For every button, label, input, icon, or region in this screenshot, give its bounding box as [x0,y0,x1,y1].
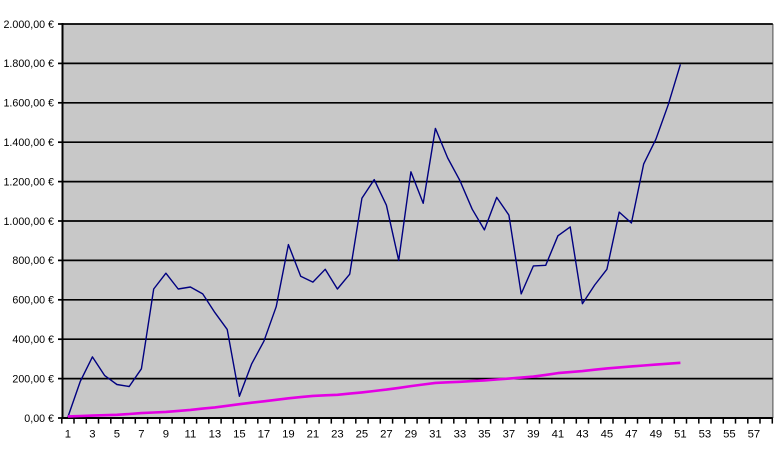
svg-text:51: 51 [674,429,687,441]
svg-text:33: 33 [454,429,467,441]
svg-text:29: 29 [405,429,418,441]
svg-text:57: 57 [748,429,761,441]
svg-text:49: 49 [650,429,663,441]
svg-text:13: 13 [209,429,222,441]
svg-text:1.600,00 €: 1.600,00 € [3,98,54,110]
svg-text:15: 15 [233,429,246,441]
svg-text:27: 27 [380,429,393,441]
svg-text:41: 41 [552,429,565,441]
svg-text:5: 5 [114,429,120,441]
svg-text:2.000,00 €: 2.000,00 € [3,19,54,31]
svg-text:21: 21 [307,429,320,441]
svg-text:400,00 €: 400,00 € [12,334,54,346]
svg-text:1.400,00 €: 1.400,00 € [3,137,54,149]
svg-text:800,00 €: 800,00 € [12,255,54,267]
svg-text:200,00 €: 200,00 € [12,373,54,385]
svg-text:9: 9 [163,429,169,441]
svg-text:19: 19 [282,429,295,441]
svg-text:25: 25 [356,429,369,441]
svg-text:53: 53 [699,429,712,441]
svg-text:3: 3 [89,429,95,441]
svg-text:45: 45 [601,429,614,441]
svg-text:31: 31 [429,429,442,441]
svg-text:23: 23 [331,429,344,441]
svg-text:17: 17 [258,429,271,441]
svg-text:0,00 €: 0,00 € [24,413,54,425]
svg-text:1.800,00 €: 1.800,00 € [3,58,54,70]
svg-text:39: 39 [527,429,540,441]
svg-text:43: 43 [576,429,589,441]
svg-text:7: 7 [138,429,144,441]
svg-text:37: 37 [503,429,516,441]
svg-text:35: 35 [478,429,491,441]
svg-text:1.000,00 €: 1.000,00 € [3,216,54,228]
svg-text:11: 11 [185,429,197,441]
svg-text:600,00 €: 600,00 € [12,295,54,307]
svg-text:1.200,00 €: 1.200,00 € [3,176,54,188]
svg-text:55: 55 [723,429,736,441]
svg-text:1: 1 [65,429,71,441]
svg-text:47: 47 [625,429,638,441]
